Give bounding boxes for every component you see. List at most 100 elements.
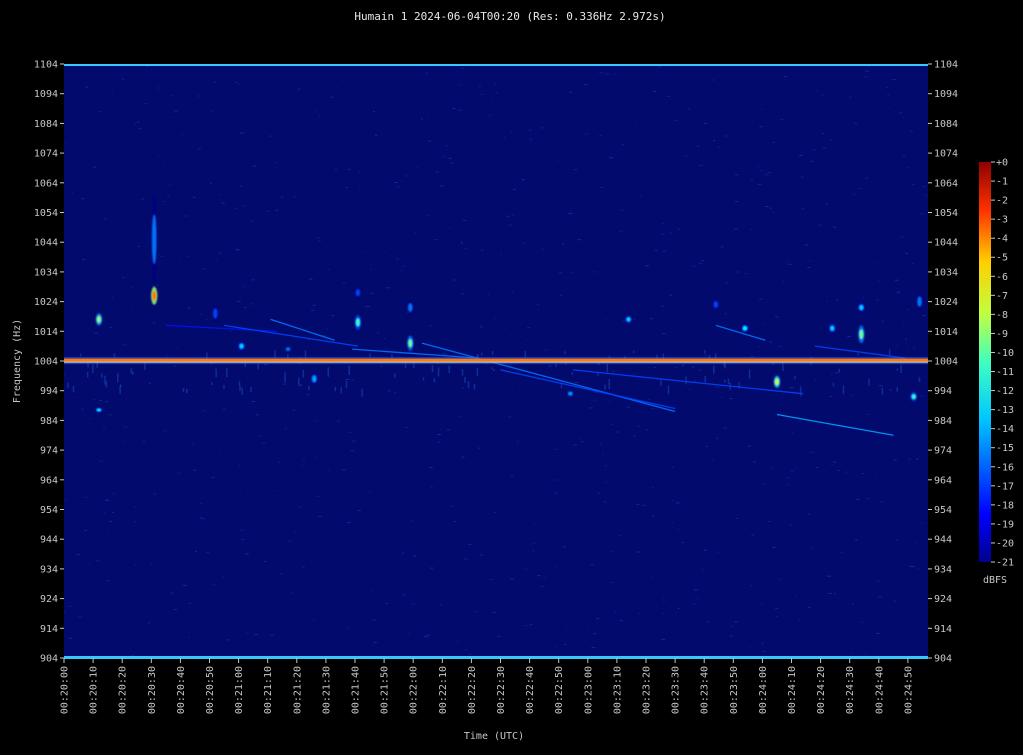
noise-speck (474, 610, 478, 612)
noise-speck (685, 155, 688, 157)
noise-speck (264, 364, 268, 366)
meteor-echo-core (408, 339, 413, 348)
noise-speck (787, 261, 789, 263)
noise-speck (69, 605, 72, 607)
noise-speck (137, 245, 141, 247)
noise-speck (446, 429, 450, 431)
noise-streak (832, 382, 835, 387)
noise-speck (704, 354, 708, 356)
noise-speck (620, 209, 624, 211)
noise-speck (255, 414, 259, 416)
carrier-line-edge (64, 361, 928, 363)
noise-speck (103, 428, 105, 430)
noise-speck (611, 550, 613, 552)
noise-speck (162, 430, 167, 432)
meteor-echo-core (152, 290, 157, 301)
noise-speck (121, 441, 125, 443)
noise-streak (144, 362, 146, 370)
noise-speck (661, 638, 665, 640)
noise-streak (571, 372, 573, 375)
noise-speck (568, 212, 573, 214)
noise-speck (591, 647, 596, 649)
noise-speck (68, 637, 73, 639)
noise-speck (798, 420, 802, 422)
noise-speck (599, 135, 602, 137)
noise-speck (599, 72, 603, 74)
noise-speck (762, 324, 764, 326)
noise-speck (865, 414, 869, 415)
noise-speck (521, 179, 525, 181)
noise-speck (421, 250, 423, 252)
noise-speck (800, 176, 804, 178)
noise-speck (346, 521, 351, 523)
noise-speck (593, 271, 597, 273)
noise-speck (442, 353, 447, 355)
noise-speck (167, 195, 170, 197)
noise-speck (762, 651, 765, 652)
noise-speck (779, 578, 781, 580)
noise-speck (468, 544, 472, 545)
noise-streak (345, 381, 348, 389)
noise-speck (762, 483, 765, 485)
noise-speck (815, 90, 819, 92)
noise-streak (888, 349, 891, 357)
noise-streak (304, 350, 307, 360)
noise-speck (122, 276, 125, 278)
noise-speck (785, 477, 790, 478)
meteor-echo-core (830, 325, 835, 331)
noise-streak (117, 375, 119, 383)
noise-speck (146, 66, 149, 67)
noise-speck (652, 487, 655, 489)
noise-speck (866, 498, 870, 500)
noise-speck (347, 627, 349, 629)
noise-speck (315, 457, 317, 459)
noise-streak (431, 365, 434, 373)
noise-speck (757, 165, 759, 167)
noise-speck (783, 280, 785, 282)
noise-speck (163, 201, 166, 202)
noise-speck (109, 521, 113, 522)
noise-speck (713, 140, 715, 142)
noise-speck (367, 306, 371, 308)
noise-speck (563, 644, 567, 646)
noise-speck (251, 279, 255, 281)
noise-speck (318, 240, 321, 242)
noise-speck (578, 438, 580, 440)
noise-speck (584, 133, 589, 135)
noise-speck (769, 207, 772, 209)
colorbar-label: dBFS (983, 575, 1007, 586)
y-tick-label-right: 1074 (934, 149, 958, 160)
noise-speck (552, 479, 557, 481)
noise-streak (348, 365, 350, 375)
noise-speck (837, 470, 840, 472)
noise-speck (172, 95, 174, 96)
noise-speck (201, 410, 205, 412)
noise-speck (462, 387, 465, 389)
noise-speck (358, 186, 362, 188)
noise-speck (453, 279, 457, 281)
noise-speck (888, 97, 891, 99)
noise-speck (545, 417, 547, 418)
noise-speck (111, 90, 113, 92)
noise-speck (698, 165, 703, 166)
noise-speck (200, 502, 203, 504)
noise-speck (440, 185, 443, 187)
noise-speck (729, 635, 733, 637)
noise-speck (716, 386, 720, 388)
noise-speck (177, 472, 181, 474)
y-tick-label-right: 984 (934, 416, 952, 427)
noise-speck (557, 159, 559, 161)
noise-speck (549, 365, 553, 366)
noise-speck (188, 602, 192, 604)
meteor-echo-core (239, 343, 244, 349)
noise-speck (865, 70, 870, 72)
noise-speck (661, 233, 665, 235)
noise-speck (327, 269, 331, 271)
y-tick-label-right: 904 (934, 654, 952, 665)
noise-speck (352, 440, 356, 442)
noise-speck (464, 649, 468, 651)
noise-speck (416, 167, 419, 168)
noise-speck (375, 134, 378, 136)
noise-speck (648, 183, 650, 185)
noise-speck (512, 189, 516, 190)
